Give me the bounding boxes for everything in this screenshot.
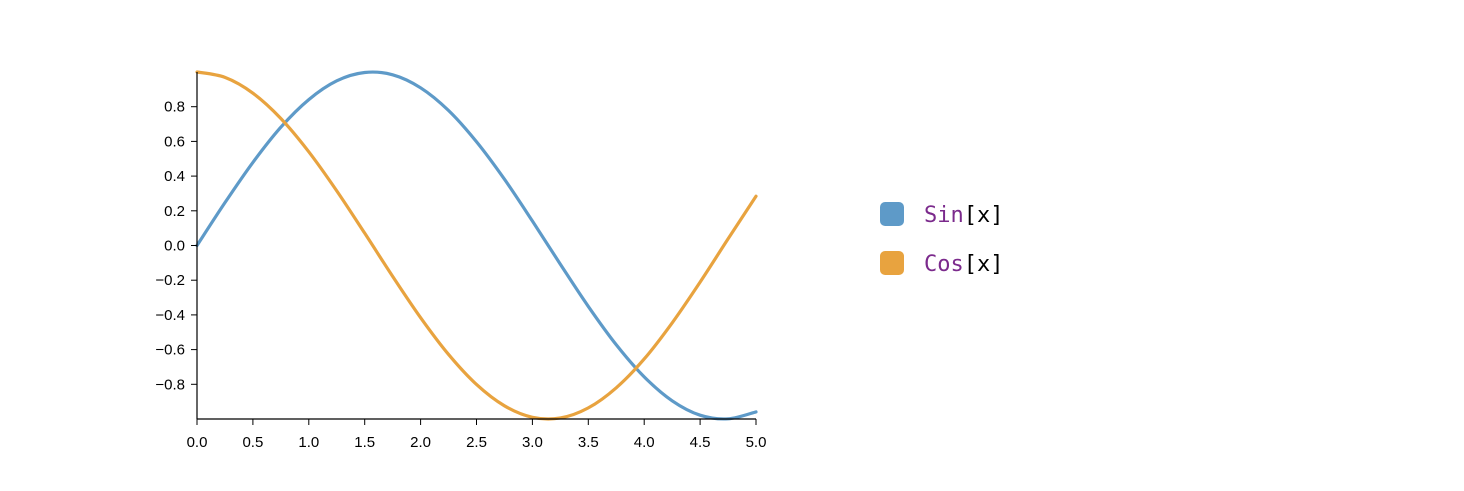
x-tick-label: 1.0	[298, 434, 319, 451]
legend-swatch	[880, 202, 904, 226]
x-tick-label: 2.0	[410, 434, 431, 451]
x-tick-label: 3.5	[578, 434, 599, 451]
x-tick-label: 1.5	[354, 434, 375, 451]
legend-swatch	[880, 251, 904, 275]
y-tick-label: −0.8	[155, 376, 185, 393]
y-tick-label: 0.4	[164, 168, 185, 185]
x-tick-label: 2.5	[466, 434, 487, 451]
y-tick-label: 0.8	[164, 99, 185, 116]
y-tick-label: 0.6	[164, 133, 185, 150]
legend-item-sin: Sin[x]	[880, 202, 1004, 228]
x-tick-label: 0.5	[242, 434, 263, 451]
series-line-cos	[195, 70, 758, 421]
y-tick-label: −0.4	[155, 307, 185, 324]
legend-argument: [x]	[964, 252, 1004, 277]
legend-argument: [x]	[964, 203, 1004, 228]
series-layer	[195, 70, 758, 421]
x-tick-label: 4.5	[690, 434, 711, 451]
x-tick-label: 0.0	[187, 434, 208, 451]
legend-function-name: Sin	[924, 203, 964, 228]
y-tick-label: 0.0	[164, 238, 185, 255]
y-tick-label: −0.2	[155, 272, 185, 289]
legend: Sin[x]Cos[x]	[880, 202, 1004, 277]
y-tick-label: −0.6	[155, 342, 185, 359]
legend-function-name: Cos	[924, 252, 964, 277]
legend-item-cos: Cos[x]	[880, 251, 1004, 277]
x-tick-label: 5.0	[746, 434, 767, 451]
y-tick-label: 0.2	[164, 203, 185, 220]
legend-label: Sin[x]	[924, 203, 1004, 228]
legend-label: Cos[x]	[924, 252, 1004, 277]
series-line-sin	[195, 70, 758, 421]
axes-layer: 0.0 0.5 1.0 1.5 2.0 2.5 3.0 3.5 4.0 4.5 5.0 0.8 0.6 0…	[155, 72, 766, 451]
x-tick-label: 4.0	[634, 434, 655, 451]
x-tick-label: 3.0	[522, 434, 543, 451]
